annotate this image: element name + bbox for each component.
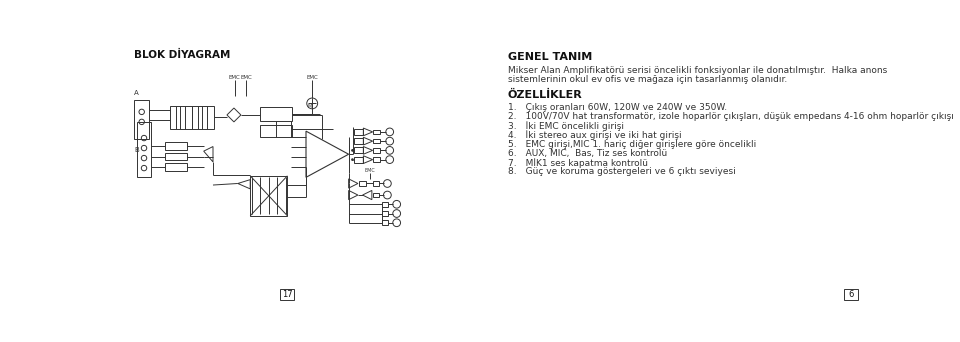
Bar [354,157,363,163]
Bar [373,130,379,134]
Bar [170,106,192,129]
Bar [382,211,388,216]
Text: 6: 6 [848,290,853,299]
Bar [372,193,379,197]
Text: 4. İki stereo aux girişi ve iki hat girişi: 4. İki stereo aux girişi ve iki hat giri… [508,130,682,140]
Bar [354,147,363,154]
Text: 3. İki EMC öncelikli girişi: 3. İki EMC öncelikli girişi [508,121,623,131]
Bar [165,163,186,171]
Text: A: A [134,91,138,96]
Bar [373,139,379,143]
Text: EMC: EMC [306,75,318,80]
Bar [844,289,858,300]
Bar [382,221,388,225]
Bar [373,157,379,162]
Text: 17: 17 [282,290,293,299]
Bar [373,148,379,153]
Text: M: M [308,104,312,109]
Text: 7. MİK1 ses kapatma kontrolü: 7. MİK1 ses kapatma kontrolü [508,158,647,168]
Text: EMC: EMC [240,75,252,80]
Bar [259,107,292,121]
Text: 2. 100V/70V hat transformatör, izole hoparlör çıkışları, düşük empedans 4-16 ohm: 2. 100V/70V hat transformatör, izole hop… [508,112,953,121]
Bar [354,138,363,144]
Text: Mikser Alan Amplifikatörü serisi öncelikli fonksiyonlar ile donatılmıştır.  Halk: Mikser Alan Amplifikatörü serisi öncelik… [508,66,887,75]
Text: sistemlerinin okul ev ofis ve mağaza için tasarlanmış olanıdır.: sistemlerinin okul ev ofis ve mağaza içi… [508,75,787,84]
Circle shape [351,158,354,161]
Circle shape [351,149,354,152]
Bar [259,125,292,136]
Text: 8. Güç ve koruma göstergeleri ve 6 çıktı seviyesi: 8. Güç ve koruma göstergeleri ve 6 çıktı… [508,167,735,176]
Bar [192,106,214,129]
Bar [359,181,367,186]
Bar [251,176,287,216]
Text: 6. AUX, MIC,  Bas, Tiz ses kontrolü: 6. AUX, MIC, Bas, Tiz ses kontrolü [508,149,667,158]
Bar [165,142,186,149]
Bar [372,181,379,186]
Text: GENEL TANIM: GENEL TANIM [508,52,591,62]
Text: EMC: EMC [228,75,241,80]
Text: B: B [134,147,138,153]
Bar [280,289,295,300]
Bar [382,202,388,207]
Text: EMC: EMC [364,169,375,173]
Bar [165,153,186,160]
Text: ÖZELLİKLER: ÖZELLİKLER [508,90,583,101]
Bar [134,100,150,139]
Text: BLOK DİYAGRAM: BLOK DİYAGRAM [134,50,230,60]
Bar [137,122,151,177]
Bar [354,129,363,135]
Text: 5. EMC girişi,MIC 1. hariç diğer girişlere göre öncelikli: 5. EMC girişi,MIC 1. hariç diğer girişle… [508,140,756,149]
Text: 1. Çıkış oranları 60W, 120W ve 240W ve 350W.: 1. Çıkış oranları 60W, 120W ve 240W ve 3… [508,103,727,111]
